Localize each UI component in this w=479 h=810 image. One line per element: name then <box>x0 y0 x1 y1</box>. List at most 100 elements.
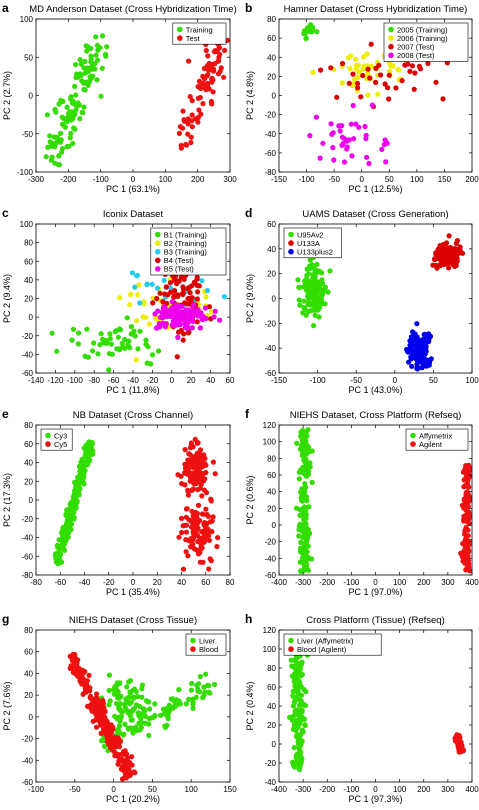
data-point <box>301 562 308 568</box>
data-point <box>382 137 388 143</box>
legend-label: Blood <box>199 645 218 654</box>
data-point <box>56 550 63 556</box>
x-tick-label: 100 <box>393 785 407 794</box>
data-point <box>150 300 156 306</box>
y-tick-label: -60 <box>21 369 33 378</box>
data-point <box>188 544 194 550</box>
data-point <box>415 348 421 354</box>
data-point <box>305 279 311 285</box>
data-point <box>204 287 211 294</box>
data-point <box>317 303 323 309</box>
data-point <box>176 687 182 693</box>
data-point <box>61 547 68 554</box>
data-point <box>440 96 446 102</box>
data-point <box>209 77 215 83</box>
data-point <box>348 121 354 127</box>
data-point <box>412 70 418 76</box>
data-point <box>194 274 200 280</box>
data-point <box>85 354 91 360</box>
x-tick-label: -20 <box>147 376 159 385</box>
y-tick-label: -40 <box>264 344 276 353</box>
panel-letter: g <box>2 612 9 626</box>
legend-marker <box>288 637 294 644</box>
data-point <box>336 123 342 129</box>
data-point <box>293 753 300 759</box>
data-point <box>77 116 83 122</box>
data-point <box>367 75 373 81</box>
data-point <box>199 278 205 284</box>
data-point <box>168 289 174 295</box>
data-point <box>183 529 189 535</box>
y-tick-label: 40 <box>24 669 33 678</box>
data-point <box>130 707 136 713</box>
data-point <box>73 489 79 495</box>
data-point <box>67 109 73 115</box>
data-point <box>188 139 194 146</box>
data-point <box>463 496 469 502</box>
data-point <box>461 513 467 520</box>
data-point <box>172 323 178 329</box>
data-point <box>135 292 141 298</box>
x-tick-label: -100 <box>310 376 327 385</box>
data-point <box>67 135 73 141</box>
data-point <box>181 331 187 337</box>
x-tick-label: -40 <box>127 376 139 385</box>
data-point <box>176 319 182 325</box>
data-point <box>124 684 130 690</box>
data-point <box>341 159 348 165</box>
data-point <box>138 719 145 726</box>
y-tick-label: 120 <box>263 421 277 430</box>
data-points <box>52 436 221 572</box>
data-point <box>106 702 112 708</box>
data-point <box>111 749 117 755</box>
data-point <box>73 107 79 113</box>
data-point <box>82 87 88 93</box>
data-point <box>107 336 113 342</box>
data-points <box>43 32 230 168</box>
data-point <box>101 743 108 749</box>
panel-d: d UAMS Dataset (Cross Generation) -150 -100… <box>245 206 479 395</box>
data-point <box>301 28 308 34</box>
x-tick-label: -100 <box>299 175 316 184</box>
data-point <box>196 283 202 289</box>
data-point <box>106 367 112 373</box>
data-point <box>414 366 421 372</box>
legend-marker <box>45 441 51 447</box>
data-point <box>206 304 212 310</box>
data-point <box>193 547 200 553</box>
x-tick-label: 200 <box>191 175 205 184</box>
data-point <box>115 689 121 695</box>
data-point <box>298 731 304 737</box>
data-point <box>393 85 399 91</box>
legend-marker <box>288 248 294 255</box>
data-point <box>186 58 192 64</box>
data-point <box>210 514 216 520</box>
y-tick-label: -80 <box>21 571 33 580</box>
y-axis-label: PC 2 (7.6%) <box>2 681 12 730</box>
data-point <box>222 47 228 54</box>
data-point <box>296 284 302 290</box>
data-point <box>288 657 294 663</box>
data-point <box>97 342 103 348</box>
data-point <box>411 86 417 92</box>
data-point <box>292 727 299 733</box>
legend-marker <box>155 266 161 272</box>
data-point <box>381 142 387 148</box>
data-point <box>347 65 353 72</box>
x-tick-label: 0 <box>170 376 175 385</box>
data-point <box>202 455 208 462</box>
data-point <box>308 22 314 28</box>
data-point <box>117 738 123 745</box>
data-point <box>89 348 96 354</box>
data-point <box>135 346 141 352</box>
data-point <box>420 349 426 355</box>
data-point <box>134 318 140 324</box>
data-point <box>407 342 413 348</box>
data-point <box>194 475 200 481</box>
data-point <box>317 268 323 275</box>
y-tick-label: -40 <box>264 554 276 563</box>
data-point <box>176 701 183 707</box>
data-point <box>158 712 164 718</box>
data-point <box>294 440 300 446</box>
